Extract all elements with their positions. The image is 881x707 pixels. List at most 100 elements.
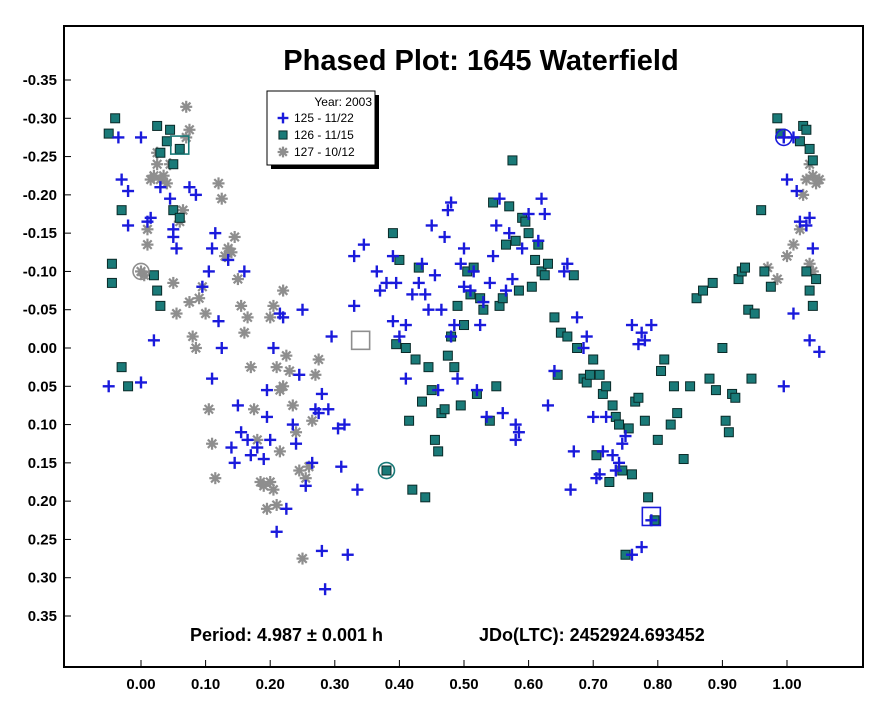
data-point-plus: [506, 273, 519, 286]
data-point-plus: [209, 227, 222, 240]
x-tick-label: 0.50: [449, 676, 478, 693]
data-point-plus: [580, 330, 593, 343]
data-point-plus: [516, 242, 529, 255]
data-point-plus: [803, 334, 816, 347]
y-tick-label: 0.10: [28, 417, 57, 434]
data-point-plus: [451, 372, 464, 385]
data-point-asterisk: [212, 177, 225, 190]
data-point-plus: [399, 372, 412, 385]
data-point-plus: [115, 173, 128, 186]
data-point-plus: [571, 311, 584, 324]
data-point-plus: [251, 441, 264, 454]
data-point-square: [442, 350, 453, 361]
data-point-plus: [102, 380, 115, 393]
data-points: [102, 100, 826, 596]
data-point-square: [497, 293, 508, 304]
data-point-square: [591, 450, 602, 461]
data-point-plus: [348, 299, 361, 312]
epoch-label: JDo(LTC): 2452924.693452: [479, 625, 705, 645]
data-point-asterisk: [193, 292, 206, 305]
data-point-plus: [315, 387, 328, 400]
data-point-square: [439, 404, 450, 415]
data-point-square: [639, 415, 650, 426]
data-point-square: [807, 300, 818, 311]
data-point-square: [652, 434, 663, 445]
data-point-square: [404, 415, 415, 426]
y-tick-label: 0.20: [28, 493, 57, 510]
data-point-square: [106, 277, 117, 288]
data-point-plus: [270, 525, 283, 538]
data-point-square: [659, 354, 670, 365]
data-point-square: [520, 216, 531, 227]
data-point-square: [685, 381, 696, 392]
data-point-plus: [293, 368, 306, 381]
data-point-plus: [638, 334, 651, 347]
data-point-plus: [164, 192, 177, 205]
data-point-plus: [286, 418, 299, 431]
data-point-plus: [422, 303, 435, 316]
data-point-square: [423, 362, 434, 373]
data-point-asterisk: [270, 361, 283, 374]
data-point-plus: [541, 399, 554, 412]
data-point-square: [720, 415, 731, 426]
x-tick-label: 0.00: [126, 676, 155, 693]
data-point-square: [704, 373, 715, 384]
data-point-plus: [319, 583, 332, 596]
data-point-plus: [625, 548, 638, 561]
data-point-plus: [257, 453, 270, 466]
data-point-square: [588, 354, 599, 365]
data-point-asterisk: [273, 445, 286, 458]
data-point-square: [633, 392, 644, 403]
data-point-plus: [290, 437, 303, 450]
data-point-square: [594, 369, 605, 380]
data-point-plus: [202, 265, 215, 278]
data-point-plus: [322, 403, 335, 416]
data-point-square: [500, 239, 511, 250]
data-point-square: [811, 274, 822, 285]
data-point-square: [740, 262, 751, 273]
data-point-plus: [393, 330, 406, 343]
legend-label: 127 - 10/12: [294, 145, 355, 159]
data-point-plus: [596, 445, 609, 458]
data-point-plus: [338, 418, 351, 431]
data-point-square: [123, 381, 134, 392]
data-point-square: [765, 281, 776, 292]
data-point-plus: [454, 257, 467, 270]
data-point-asterisk: [296, 552, 309, 565]
data-point-square: [491, 381, 502, 392]
highlight-circle: [774, 128, 793, 147]
data-point-square: [165, 124, 176, 135]
data-point-plus: [296, 303, 309, 316]
data-point-plus: [593, 468, 606, 481]
highlight-circle: [132, 262, 150, 281]
data-point-square: [526, 281, 537, 292]
x-tick-label: 0.80: [643, 676, 672, 693]
data-point-plus: [512, 426, 525, 439]
y-tick-label: -0.20: [23, 187, 57, 204]
data-point-plus: [416, 257, 429, 270]
data-point-plus: [790, 185, 803, 198]
data-point-plus: [154, 181, 167, 194]
y-tick-label: 0.35: [28, 608, 57, 625]
data-point-plus: [464, 284, 477, 297]
y-tick-label: -0.10: [23, 263, 57, 280]
data-point-plus: [503, 227, 516, 240]
data-point-square: [601, 381, 612, 392]
data-point-plus: [399, 319, 412, 332]
data-point-square: [455, 400, 466, 411]
data-point-asterisk: [183, 296, 196, 309]
data-point-plus: [183, 181, 196, 194]
data-point-square: [749, 308, 760, 319]
x-tick-label: 0.70: [579, 676, 608, 693]
series-plus: [102, 131, 826, 596]
data-point-plus: [196, 280, 209, 293]
data-point-square: [523, 228, 534, 239]
data-point-plus: [635, 541, 648, 554]
data-point-asterisk: [273, 384, 286, 397]
data-point-plus: [222, 253, 235, 266]
period-label: Period: 4.987 ± 0.001 h: [190, 625, 383, 645]
data-point-plus: [428, 269, 441, 282]
data-point-square: [759, 266, 770, 277]
data-point-plus: [325, 330, 338, 343]
x-tick-label: 0.90: [708, 676, 737, 693]
